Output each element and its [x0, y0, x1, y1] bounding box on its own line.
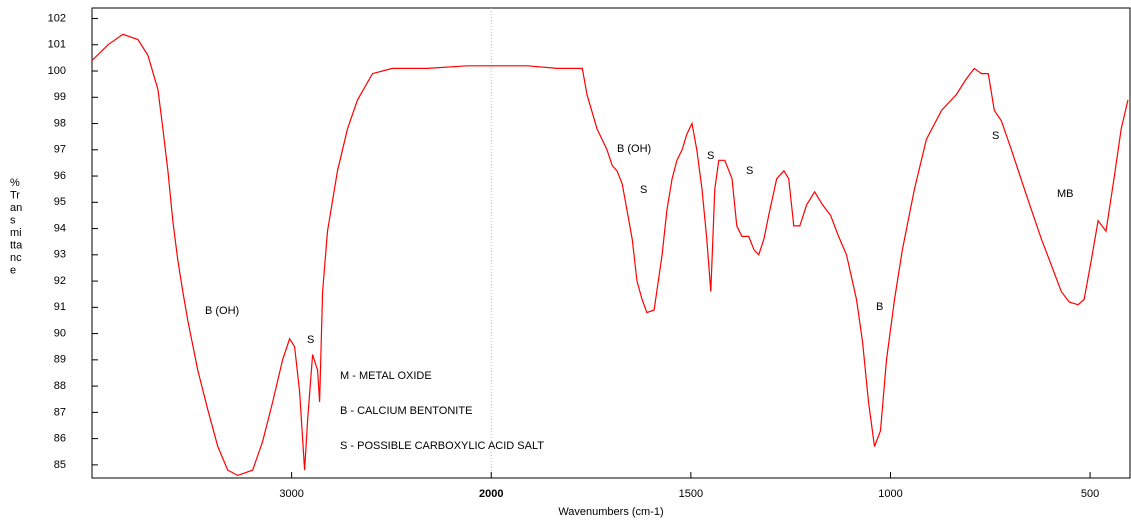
- x-tick-label: 2000: [479, 488, 503, 500]
- x-tick-label: 1000: [878, 488, 902, 500]
- y-tick-label: 101: [48, 39, 66, 51]
- plot-frame: [91, 7, 1131, 479]
- y-axis-label: %: [10, 177, 20, 189]
- y-tick-label: 97: [54, 144, 66, 156]
- y-axis-label: tta: [10, 239, 23, 251]
- annotation: S: [992, 130, 999, 142]
- y-axis-label: Tr: [10, 189, 20, 201]
- annotation: S: [307, 334, 314, 346]
- y-tick-label: 88: [54, 380, 66, 392]
- y-axis-label: nc: [10, 252, 22, 264]
- y-axis-label: an: [10, 202, 22, 214]
- y-tick-label: 85: [54, 459, 66, 471]
- y-tick-label: 99: [54, 91, 66, 103]
- annotation: MB: [1057, 188, 1074, 200]
- x-tick-label: 1500: [679, 488, 703, 500]
- y-tick-label: 90: [54, 327, 66, 339]
- x-tick-label: 3000: [279, 488, 303, 500]
- y-tick-label: 102: [48, 12, 66, 24]
- y-axis-label: mi: [10, 227, 22, 239]
- y-tick-label: 92: [54, 275, 66, 287]
- y-tick-label: 87: [54, 406, 66, 418]
- annotation: M - METAL OXIDE: [340, 370, 432, 382]
- y-axis-label: s: [10, 214, 16, 226]
- x-tick-label: 500: [1081, 488, 1099, 500]
- y-tick-label: 100: [48, 65, 66, 77]
- y-tick-label: 93: [54, 249, 66, 261]
- x-axis-label: Wavenumbers (cm-1): [558, 506, 663, 518]
- y-tick-label: 96: [54, 170, 66, 182]
- annotation: S: [746, 165, 753, 177]
- y-axis-label: e: [10, 264, 16, 276]
- y-tick-label: 89: [54, 354, 66, 366]
- y-tick-label: 94: [54, 222, 66, 234]
- annotation: B (OH): [617, 143, 651, 155]
- y-tick-label: 86: [54, 433, 66, 445]
- annotation: S: [640, 184, 647, 196]
- annotation: B (OH): [205, 305, 239, 317]
- y-tick-label: 98: [54, 117, 66, 129]
- annotation: B: [876, 301, 883, 313]
- y-tick-label: 91: [54, 301, 66, 313]
- y-tick-label: 95: [54, 196, 66, 208]
- annotation: B - CALCIUM BENTONITE: [340, 405, 472, 417]
- annotation: S - POSSIBLE CARBOXYLIC ACID SALT: [340, 440, 544, 452]
- spectrum-line: [91, 33, 1129, 477]
- annotation: S: [707, 150, 714, 162]
